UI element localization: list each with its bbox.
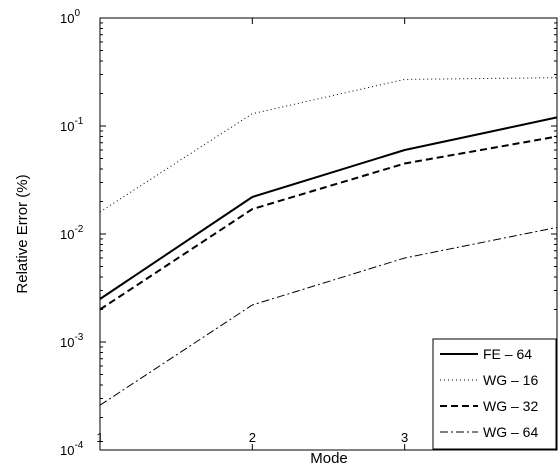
legend: FE – 64 WG – 16 WG – 32 WG – 64 <box>432 338 557 450</box>
y-tick-exponent: -4 <box>74 440 83 451</box>
legend-label: FE – 64 <box>483 346 532 362</box>
y-axis-label: Relative Error (%) <box>14 174 31 293</box>
y-tick-label: 10-1 <box>60 116 84 134</box>
series-line <box>99 135 558 311</box>
legend-label: WG – 64 <box>483 424 538 440</box>
y-tick-exponent: -3 <box>74 332 83 343</box>
x-axis-label: Mode <box>310 450 348 466</box>
x-tick-label: 3 <box>401 430 408 445</box>
series-line <box>99 116 558 300</box>
x-tick-label: 2 <box>249 430 256 445</box>
y-tick-exponent: 0 <box>74 8 80 19</box>
series-line <box>99 226 558 406</box>
legend-box <box>432 338 557 450</box>
tick-labels: 10-410-310-210-11001234 <box>60 8 556 458</box>
y-tick-label: 10-4 <box>60 440 84 458</box>
y-tick-label: 10-2 <box>60 224 84 242</box>
y-tick-exponent: -2 <box>74 224 83 235</box>
x-tick-label: 1 <box>96 430 103 445</box>
y-tick-label: 100 <box>60 8 80 26</box>
legend-label: WG – 16 <box>483 372 538 388</box>
legend-label: WG – 32 <box>483 398 538 414</box>
y-tick-exponent: -1 <box>74 116 83 127</box>
series-lines <box>99 77 558 406</box>
y-tick-label: 10-3 <box>60 332 84 350</box>
plot-frame <box>99 17 558 451</box>
